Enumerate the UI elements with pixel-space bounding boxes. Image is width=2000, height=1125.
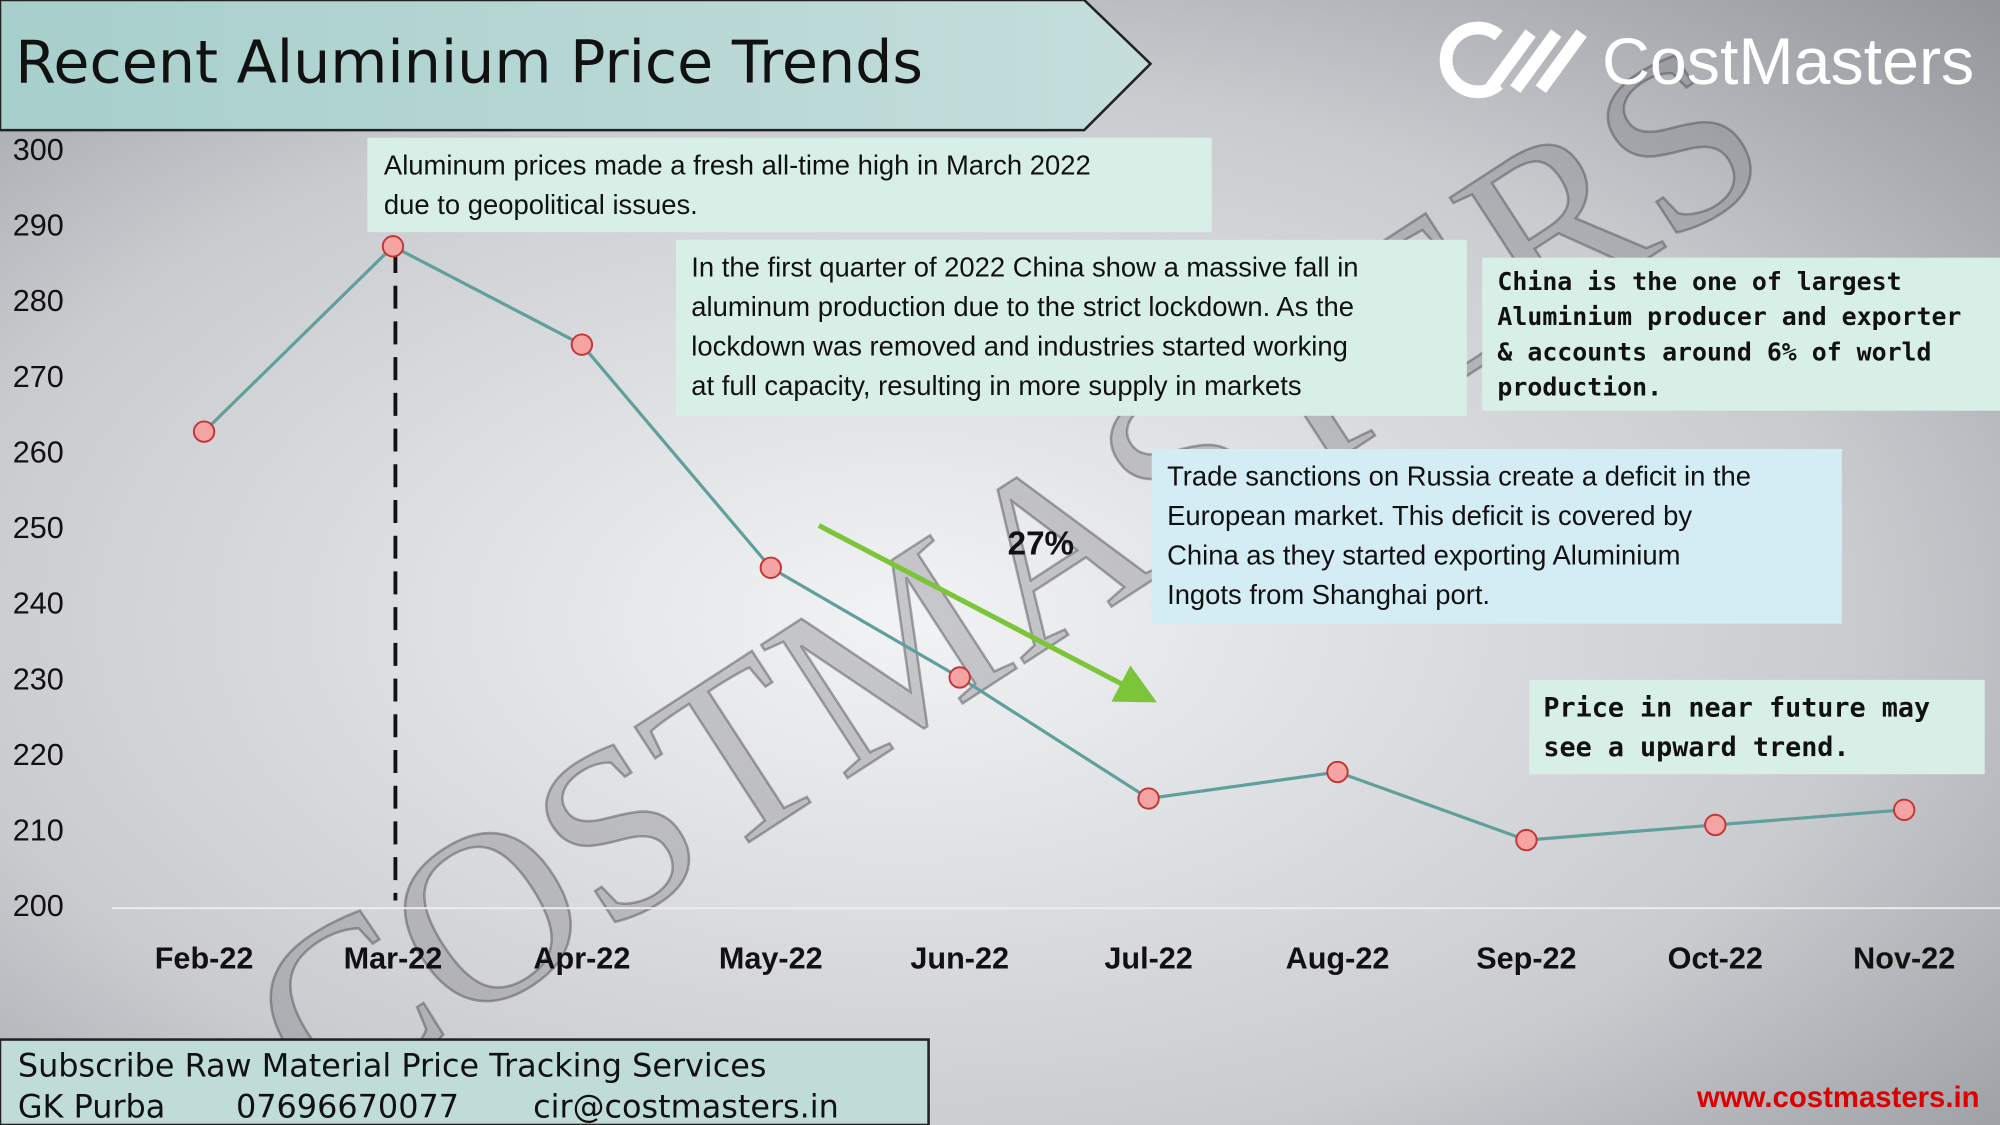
annotation-text: Price in near future may <box>1543 693 1930 724</box>
change-label: 27% <box>1008 526 1074 563</box>
chart-title: Recent Aluminium Price Trends <box>15 28 923 96</box>
annotation-text: & accounts around 6% of world <box>1497 337 1931 366</box>
annotation-text: see a upward trend. <box>1543 732 1849 763</box>
y-tick-label: 270 <box>13 360 64 394</box>
trend-arrow <box>817 523 1158 703</box>
x-tick-label: Sep-22 <box>1476 942 1576 976</box>
annotation-box <box>1482 257 2000 411</box>
annotation-text: at full capacity, resulting in more supp… <box>691 370 1301 401</box>
annotation-text: In the first quarter of 2022 China show … <box>691 251 1358 282</box>
y-tick-label: 290 <box>13 209 64 243</box>
footer-subscribe: Subscribe Raw Material Price Tracking Se… <box>18 1047 767 1085</box>
footer-box <box>0 1038 930 1125</box>
data-point <box>570 333 594 356</box>
data-point <box>1893 798 1916 821</box>
x-tick-label: Nov-22 <box>1853 942 1955 976</box>
x-tick-label: May-22 <box>719 942 823 976</box>
x-tick-label: Aug-22 <box>1286 942 1390 976</box>
data-point <box>759 556 782 579</box>
footer-name: GK Purba <box>18 1087 165 1125</box>
y-tick-label: 280 <box>13 284 64 318</box>
footer-email: cir@costmasters.in <box>533 1087 839 1125</box>
annotation-box <box>1529 679 1985 775</box>
annotation-text: Aluminium producer and exporter <box>1497 302 1961 331</box>
annotation-box <box>367 137 1212 233</box>
data-point <box>1137 787 1160 810</box>
annotation-text: Aluminum prices made a fresh all-time hi… <box>384 149 1091 180</box>
x-tick-label: Jun-22 <box>910 942 1009 976</box>
annotation-text: China as they started exporting Aluminiu… <box>1167 540 1680 571</box>
x-tick-label: Jul-22 <box>1104 942 1192 976</box>
annotation-text: Ingots from Shanghai port. <box>1167 579 1490 610</box>
annotation-text: China is the one of largest <box>1497 267 1901 296</box>
y-tick-label: 210 <box>13 814 64 848</box>
price-line <box>202 244 1905 842</box>
annotation-box <box>1151 448 1842 624</box>
logo-icon <box>1439 21 1587 99</box>
y-tick-label: 220 <box>13 738 64 772</box>
data-point <box>1326 760 1349 784</box>
footer-website: www.costmasters.in <box>1696 1081 1980 1114</box>
data-point <box>1515 828 1538 852</box>
y-tick-label: 200 <box>13 889 64 923</box>
data-point <box>381 235 405 258</box>
annotation-box <box>676 239 1467 416</box>
y-tick-label: 250 <box>13 511 64 545</box>
y-tick-label: 300 <box>13 133 64 167</box>
annotation-text: production. <box>1497 372 1662 401</box>
data-point <box>1704 813 1727 837</box>
data-point <box>192 420 216 443</box>
data-point <box>948 666 971 689</box>
y-tick-label: 260 <box>13 435 64 469</box>
x-tick-label: Oct-22 <box>1668 942 1763 976</box>
x-tick-label: Apr-22 <box>533 942 630 976</box>
annotation-text: lockdown was removed and industries star… <box>691 330 1348 361</box>
annotation-text: European market. This deficit is covered… <box>1167 500 1692 531</box>
x-tick-label: Feb-22 <box>155 942 254 976</box>
annotation-text: due to geopolitical issues. <box>384 189 698 220</box>
x-tick-label: Mar-22 <box>344 942 443 976</box>
title-banner <box>0 0 1153 132</box>
footer-phone: 07696670077 <box>236 1087 459 1125</box>
y-tick-label: 230 <box>13 662 64 696</box>
annotation-text: aluminum production due to the strict lo… <box>691 291 1354 322</box>
logo-text: CostMasters <box>1602 25 1974 99</box>
y-tick-label: 240 <box>13 587 64 621</box>
annotation-text: Trade sanctions on Russia create a defic… <box>1167 461 1751 492</box>
